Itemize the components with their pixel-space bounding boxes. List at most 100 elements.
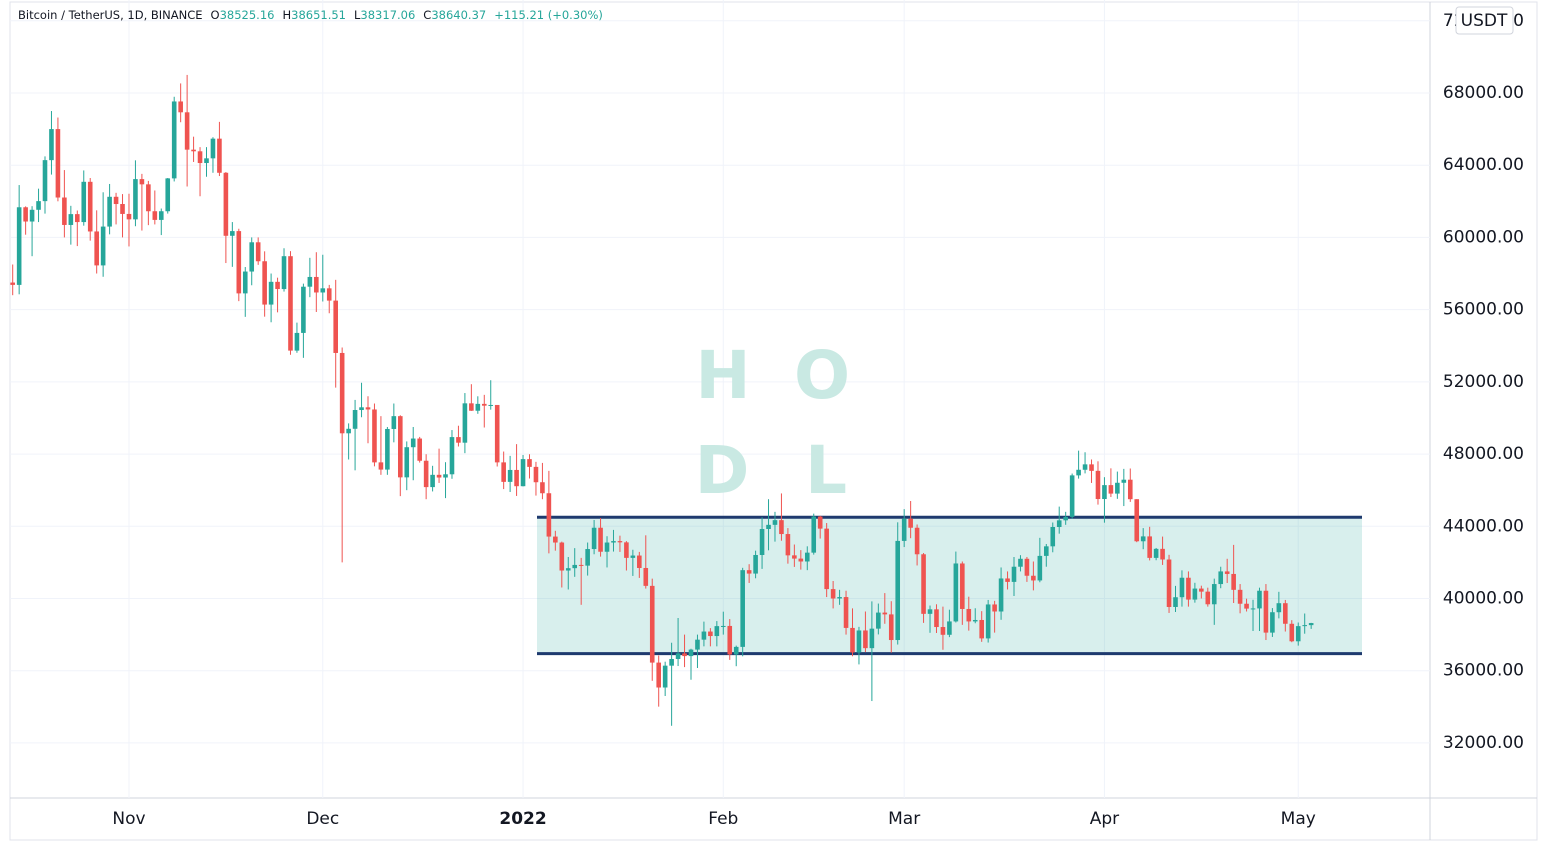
body: [133, 179, 138, 220]
body: [708, 631, 713, 637]
body: [792, 555, 797, 559]
body: [1024, 558, 1030, 576]
y-tick-label: 68000.00: [1443, 83, 1524, 103]
body: [36, 201, 41, 210]
y-tick-label: 48000.00: [1443, 444, 1524, 464]
low-value: 38317.06: [360, 8, 415, 22]
symbol: Bitcoin / TetherUS, 1D, BINANCE: [18, 8, 203, 22]
currency-badge: [1455, 6, 1514, 35]
body: [87, 181, 93, 232]
body: [701, 631, 707, 640]
body: [869, 628, 875, 649]
body: [1263, 590, 1269, 633]
body: [798, 558, 804, 562]
y-tick-label: 52000.00: [1443, 372, 1524, 392]
body: [288, 256, 293, 351]
body: [960, 563, 965, 609]
body: [236, 231, 242, 294]
body: [352, 410, 358, 429]
body: [469, 403, 474, 411]
body: [1018, 558, 1023, 567]
body: [1302, 625, 1307, 627]
x-tick-label: May: [1281, 809, 1316, 829]
body: [326, 288, 332, 301]
body: [882, 612, 888, 615]
body: [591, 527, 597, 550]
body: [307, 276, 313, 287]
body: [811, 516, 817, 553]
y-tick-label: 60000.00: [1443, 227, 1524, 247]
body: [1044, 546, 1049, 556]
body: [998, 578, 1004, 612]
body: [126, 213, 132, 220]
x-tick-label: Feb: [708, 809, 738, 829]
body: [1244, 603, 1249, 609]
body: [637, 555, 642, 568]
body: [1056, 520, 1062, 528]
body: [120, 204, 125, 214]
body: [992, 604, 997, 612]
body: [29, 209, 35, 222]
body: [527, 459, 532, 467]
body: [178, 101, 183, 113]
body: [876, 612, 881, 629]
body: [1160, 548, 1165, 560]
body: [462, 403, 468, 443]
body: [1192, 588, 1198, 600]
x-tick-label: Apr: [1090, 809, 1119, 829]
body: [10, 282, 15, 285]
body: [662, 665, 668, 688]
body: [656, 662, 661, 688]
y-tick-label: 40000.00: [1443, 589, 1524, 609]
body: [979, 619, 984, 639]
body: [158, 211, 164, 220]
body: [604, 542, 610, 552]
body: [494, 404, 500, 463]
body: [721, 625, 726, 627]
body: [100, 226, 106, 266]
body: [546, 493, 552, 537]
body: [1011, 566, 1017, 582]
body: [953, 563, 959, 622]
body: [1199, 588, 1204, 592]
body: [1095, 470, 1101, 500]
body: [843, 597, 849, 628]
body: [301, 286, 306, 333]
body: [16, 207, 22, 285]
body: [856, 630, 862, 653]
body: [481, 403, 487, 406]
body: [275, 281, 280, 290]
axes: 32000.00 36000.00 40000.00 44000.00 48000.00…: [112, 11, 1524, 829]
body: [62, 197, 67, 225]
body: [1166, 559, 1172, 607]
body: [443, 474, 448, 478]
body: [533, 466, 539, 483]
body: [1089, 464, 1094, 471]
body: [1063, 516, 1068, 521]
body: [649, 585, 655, 663]
body: [113, 196, 119, 205]
body: [49, 129, 54, 161]
body: [94, 231, 99, 266]
body: [921, 554, 926, 614]
body: [488, 404, 494, 406]
body: [410, 438, 416, 448]
body: [146, 184, 151, 212]
body: [449, 437, 455, 475]
high-value: 38651.51: [291, 8, 346, 22]
body: [1231, 573, 1236, 590]
body: [565, 568, 571, 571]
body: [1237, 589, 1243, 604]
body: [785, 534, 791, 556]
body: [630, 555, 636, 558]
body: [1224, 571, 1230, 574]
body: [766, 524, 771, 529]
body: [339, 352, 345, 434]
body: [804, 552, 810, 562]
body: [934, 609, 939, 628]
candles: [10, 74, 1314, 726]
body: [733, 646, 739, 655]
x-tick-label: Mar: [888, 809, 920, 829]
body: [1173, 597, 1178, 607]
